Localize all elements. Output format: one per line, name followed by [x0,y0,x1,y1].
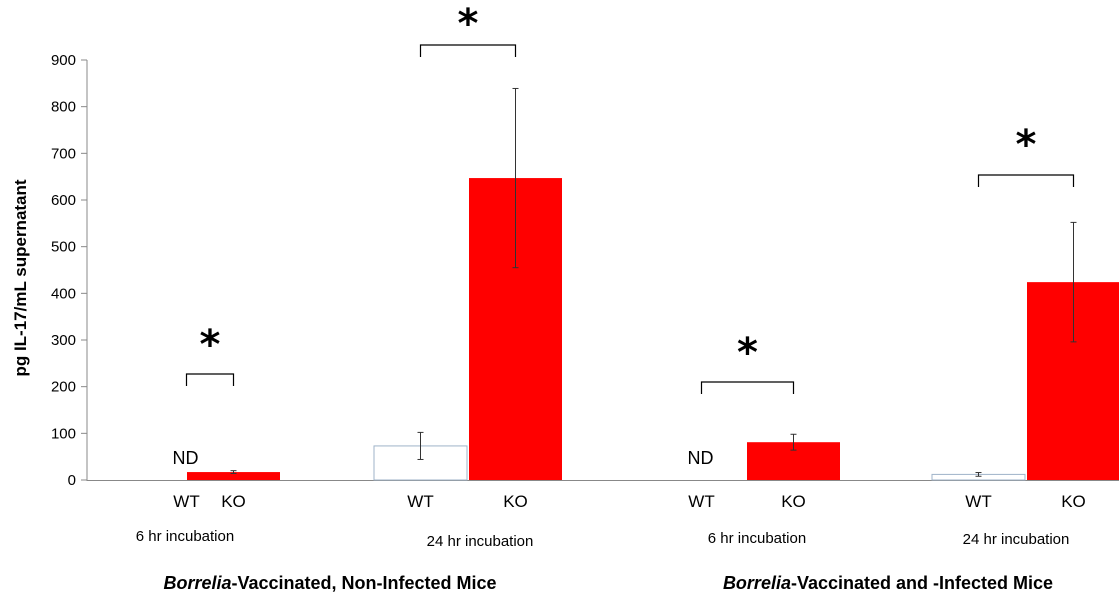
category-label-wt: WT [173,492,199,511]
bar-ko [187,472,280,480]
category-label-ko: KO [503,492,528,511]
significance-bracket [419,44,517,57]
group-title-italic: Borrelia [723,573,791,593]
significance-star: * [1016,122,1037,168]
group-title-rest: -Vaccinated and -Infected Mice [791,573,1053,593]
y-tick-label: 800 [51,99,76,116]
nd-label: ND [688,448,714,468]
y-tick-label: 500 [51,239,76,256]
category-label-ko: KO [221,492,246,511]
category-label-wt: WT [407,492,433,511]
category-label-ko: KO [781,492,806,511]
condition-label: 6 hr incubation [708,530,806,547]
y-tick-label: 200 [51,379,76,396]
category-label-wt: WT [688,492,714,511]
condition-label: 24 hr incubation [427,533,534,550]
significance-bracket [977,174,1075,187]
y-tick-label: 0 [68,472,76,489]
y-tick-label: 400 [51,285,76,302]
group-title: Borrelia-Vaccinated and -Infected Mice [723,573,1053,593]
nd-label: ND [173,448,199,468]
y-tick-label: 600 [51,192,76,209]
axis-layer: 0 100 200 300 400 500 600 700 800 900 pg IL-17/mL … [11,52,1119,489]
group-title-italic: Borrelia [163,573,231,593]
y-tick-label: 100 [51,425,76,442]
significance-star: * [458,1,479,47]
significance-bracket [700,381,795,394]
condition-label: 24 hr incubation [963,531,1070,548]
category-label-wt: WT [965,492,991,511]
y-tick-label: 900 [51,52,76,69]
labels-layer: ND WT KO * 6 hr incubation WT KO * 24 hr incubat… [136,1,1086,593]
significance-star: * [200,322,221,368]
y-axis-title: pg IL-17/mL supernatant [11,179,30,376]
group-title: Borrelia-Vaccinated, Non-Infected Mice [163,573,496,593]
y-tick-label: 700 [51,145,76,162]
significance-bracket [185,373,235,386]
category-label-ko: KO [1061,492,1086,511]
condition-label: 6 hr incubation [136,528,234,545]
y-tick-label: 300 [51,332,76,349]
significance-star: * [737,330,758,376]
group-title-rest: -Vaccinated, Non-Infected Mice [231,573,496,593]
bars-layer [187,87,1119,481]
